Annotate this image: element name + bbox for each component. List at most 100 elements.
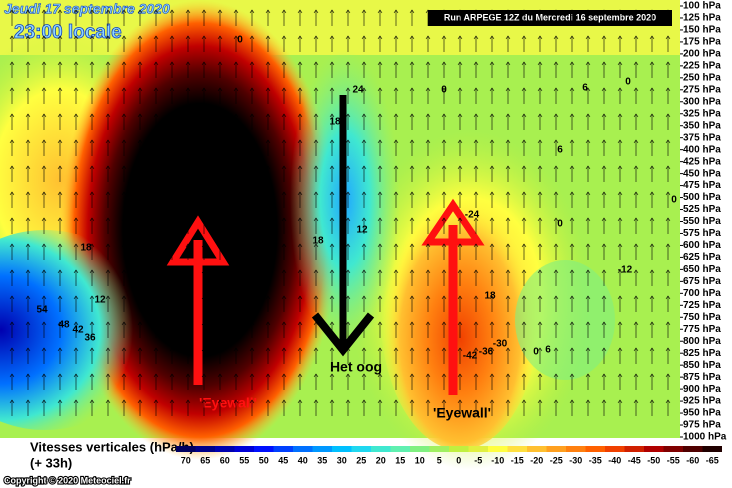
wind-arrow-head	[665, 61, 671, 66]
wind-arrow-head	[553, 9, 559, 14]
wind-arrow-head	[297, 9, 303, 14]
wind-arrow-head	[313, 9, 319, 14]
wind-arrow-head	[41, 373, 47, 378]
wind-arrow-head	[665, 321, 671, 326]
wind-arrow-head	[313, 373, 319, 378]
wind-arrow-head	[281, 373, 287, 378]
wind-arrow-head	[345, 217, 351, 222]
wind-arrow-head	[649, 9, 655, 14]
wind-arrow-head	[585, 399, 591, 404]
wind-arrow-head	[569, 399, 575, 404]
wind-arrow-head	[281, 217, 287, 222]
wind-arrow-head	[361, 191, 367, 196]
wind-arrow-head	[105, 217, 111, 222]
y-tick-label: 675 hPa	[683, 276, 721, 287]
contour-label: 0	[237, 35, 243, 46]
copyright: Copyright © 2020 Meteociel.fr	[4, 475, 131, 485]
wind-arrow-head	[457, 217, 463, 222]
wind-arrow-head	[601, 217, 607, 222]
wind-arrow-head	[329, 295, 335, 300]
wind-arrow-head	[345, 165, 351, 170]
wind-arrow-head	[185, 347, 191, 352]
legend-label: 25	[356, 455, 366, 465]
wind-arrow-head	[153, 139, 159, 144]
wind-arrow-head	[329, 191, 335, 196]
wind-arrow-head	[521, 87, 527, 92]
wind-arrow-head	[473, 243, 479, 248]
wind-arrow-head	[89, 243, 95, 248]
wind-arrow-head	[57, 269, 63, 274]
wind-arrow-head	[329, 269, 335, 274]
legend-swatch	[546, 446, 566, 452]
wind-arrow-head	[537, 347, 543, 352]
wind-arrow-head	[537, 61, 543, 66]
wind-arrow-head	[57, 347, 63, 352]
wind-arrow-head	[137, 87, 143, 92]
wind-arrow-head	[137, 165, 143, 170]
wind-arrow-head	[9, 295, 15, 300]
wind-arrow-head	[217, 243, 223, 248]
legend-swatch	[605, 446, 625, 452]
wind-arrow-head	[601, 61, 607, 66]
wind-arrow-head	[169, 243, 175, 248]
wind-arrow-head	[153, 269, 159, 274]
wind-arrow-head	[89, 217, 95, 222]
wind-arrow-head	[489, 321, 495, 326]
wind-arrow-head	[9, 9, 15, 14]
wind-arrow-head	[105, 87, 111, 92]
wind-arrow-head	[201, 9, 207, 14]
wind-arrow-head	[441, 321, 447, 326]
wind-arrow-head	[217, 295, 223, 300]
wind-arrow-head	[585, 243, 591, 248]
wind-arrow-head	[137, 269, 143, 274]
wind-arrow-head	[473, 295, 479, 300]
wind-arrow-head	[233, 269, 239, 274]
wind-arrow-head	[169, 217, 175, 222]
y-tick-label: 275 hPa	[683, 84, 721, 95]
wind-arrow-head	[57, 61, 63, 66]
wind-arrow-head	[121, 113, 127, 118]
wind-arrow-head	[121, 295, 127, 300]
contour-label: -36	[479, 347, 494, 358]
wind-arrow-head	[569, 139, 575, 144]
wind-arrow-head	[505, 87, 511, 92]
wind-arrow-head	[617, 61, 623, 66]
legend-swatch	[215, 446, 235, 452]
wind-arrow-head	[297, 321, 303, 326]
wind-arrow-head	[617, 113, 623, 118]
wind-arrow-head	[505, 347, 511, 352]
wind-arrow-head	[121, 347, 127, 352]
wind-arrow-head	[633, 373, 639, 378]
legend-label: 50	[259, 455, 269, 465]
wind-arrow-head	[217, 191, 223, 196]
legend-label: -15	[511, 455, 524, 465]
wind-arrow-head	[105, 321, 111, 326]
legend-swatch	[351, 446, 371, 452]
wind-arrow-head	[89, 191, 95, 196]
wind-arrow-head	[409, 295, 415, 300]
wind-arrow-head	[153, 87, 159, 92]
wind-arrow-head	[153, 347, 159, 352]
wind-arrow-head	[9, 165, 15, 170]
wind-arrow-head	[585, 35, 591, 40]
wind-arrow-head	[57, 9, 63, 14]
wind-arrow-head	[665, 35, 671, 40]
wind-arrow-head	[265, 347, 271, 352]
wind-arrow-head	[409, 191, 415, 196]
wind-arrow-head	[425, 191, 431, 196]
y-tick-label: 700 hPa	[683, 288, 721, 299]
wind-arrow-head	[281, 269, 287, 274]
wind-arrow-head	[57, 243, 63, 248]
legend-swatch	[332, 446, 352, 452]
wind-arrow-head	[393, 191, 399, 196]
wind-arrow-head	[489, 373, 495, 378]
wind-arrow-head	[297, 61, 303, 66]
wind-arrow-head	[297, 217, 303, 222]
wind-arrow-head	[601, 373, 607, 378]
wind-arrow-head	[489, 347, 495, 352]
wind-arrow-head	[217, 87, 223, 92]
wind-arrow-head	[489, 269, 495, 274]
wind-arrow-head	[393, 61, 399, 66]
wind-arrow-head	[249, 191, 255, 196]
wind-arrow-head	[345, 191, 351, 196]
